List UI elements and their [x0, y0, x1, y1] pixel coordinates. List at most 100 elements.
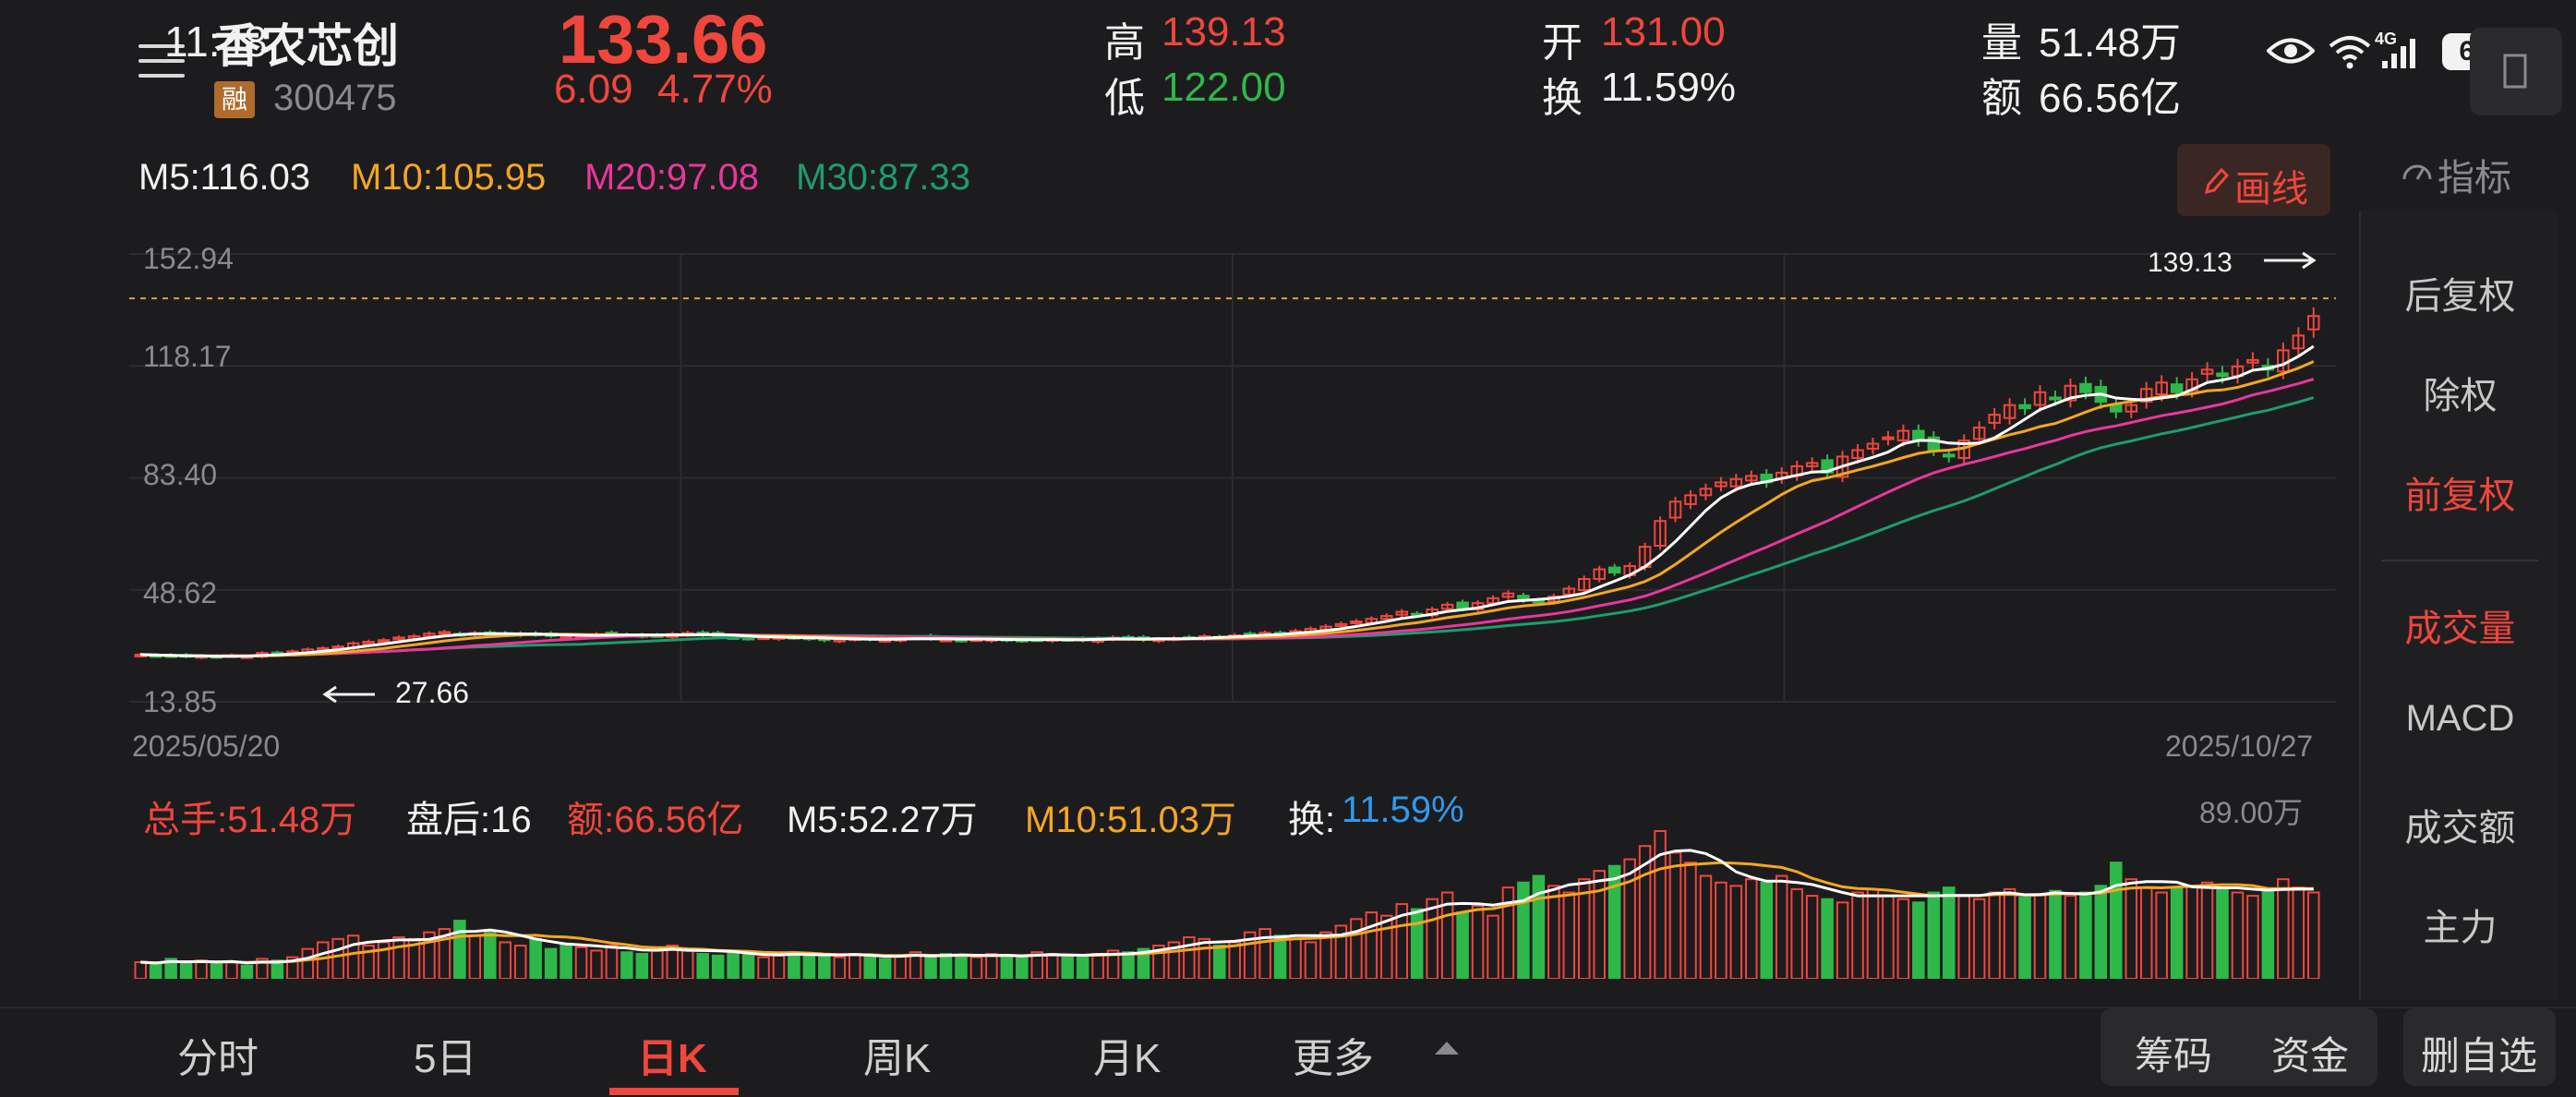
candle-up: [1487, 597, 1499, 605]
side-item-pre-adjust[interactable]: 前复权: [2404, 476, 2516, 516]
volume-bar-up: [1471, 904, 1485, 979]
volume-bar-up: [969, 956, 983, 979]
wifi-icon: [2329, 36, 2371, 69]
side-item-volume[interactable]: 成交量: [2404, 609, 2516, 649]
volume-bar-down: [2110, 862, 2123, 979]
volume-bar-down: [2079, 891, 2092, 979]
status-time: 11:48: [164, 18, 268, 66]
volume-bar-down: [1410, 908, 1424, 979]
volume-bar-down: [955, 954, 968, 979]
tab-5day[interactable]: 5日: [414, 1036, 477, 1081]
candle-up: [1745, 475, 1758, 482]
volume-bar-down: [878, 958, 892, 979]
volume-bar-up: [680, 949, 694, 979]
volume-bar-down: [1517, 881, 1530, 979]
volume-bar-down: [1273, 934, 1287, 979]
end-date: 2025/10/27: [2165, 729, 2314, 763]
kline-chart[interactable]: [129, 226, 2336, 729]
draw-line-button[interactable]: 画线: [2177, 144, 2330, 216]
volume-bar-down: [818, 954, 831, 979]
volume-bar-up: [2292, 886, 2305, 979]
candle-up: [2155, 381, 2168, 396]
funds-button[interactable]: 资金: [2271, 1034, 2350, 1078]
volume-bar-up: [1668, 851, 1682, 979]
candle-up: [2033, 391, 2047, 406]
volume-bar-up: [2033, 893, 2047, 979]
volume-bar-down: [924, 956, 937, 979]
volume-bar-up: [1684, 862, 1697, 979]
candle-down: [2110, 404, 2123, 413]
volume-bar-up: [1045, 953, 1059, 979]
candle-up: [1882, 436, 1895, 440]
volume-bar-up: [909, 951, 922, 979]
ma-line-m30: [140, 396, 2315, 657]
tab-monthly-k[interactable]: 月K: [1093, 1036, 1162, 1081]
volume-bar-up: [1715, 881, 1727, 979]
candle-up: [1896, 429, 1910, 441]
volume-bar-down: [1927, 891, 1941, 979]
y-tick-4: 48.62: [143, 576, 218, 609]
tab-daily-k[interactable]: 日K: [637, 1036, 707, 1081]
volume-bar-up: [1365, 911, 1378, 979]
volume-bar-up: [2139, 886, 2153, 979]
ma-line-m5: [140, 344, 2315, 658]
side-item-amount[interactable]: 成交额: [2404, 808, 2516, 849]
vol-total: 总手:51.48万: [143, 800, 357, 840]
volume-bar-down: [2049, 889, 2062, 979]
volume-bar-down: [1122, 951, 1135, 979]
caret-up-icon[interactable]: [1433, 1038, 1461, 1056]
eye-icon: [2267, 38, 2315, 64]
volume-bar-up: [2246, 895, 2259, 979]
price-change-pct: 4.77%: [657, 66, 773, 112]
volume-chart[interactable]: [129, 822, 2336, 979]
candle-up: [2292, 334, 2305, 350]
volume-bar-up: [1699, 874, 1713, 979]
indicator-label: 指标: [2438, 158, 2511, 199]
volume-bar-down: [1456, 911, 1469, 979]
volume-bar-up: [1501, 886, 1515, 979]
vol-amount: 额:66.56亿: [567, 800, 744, 840]
volume-bar-down: [727, 951, 740, 979]
candle-up: [392, 636, 405, 641]
turnover-label: 换: [1542, 76, 1583, 121]
candle-up: [1350, 621, 1363, 625]
volume-bar-up: [2231, 891, 2245, 979]
volume-bar-up: [1440, 891, 1454, 979]
vol-max-label: 89.00万: [2199, 796, 2304, 829]
volume-bar-up: [1198, 937, 1211, 979]
volume-bar-up: [590, 949, 603, 979]
volume-bar-down: [802, 953, 816, 979]
volume-bar-up: [651, 947, 664, 979]
volume-bar-up: [1304, 941, 1318, 979]
tab-intraday[interactable]: 分时: [177, 1036, 259, 1081]
open-value: 131.00: [1601, 9, 1726, 54]
chips-button[interactable]: 筹码: [2135, 1034, 2213, 1078]
candle-up: [1684, 494, 1697, 505]
tab-more[interactable]: 更多: [1293, 1036, 1374, 1081]
price-change: 6.09: [554, 66, 633, 112]
volume-bar-up: [1805, 895, 1819, 979]
volume-bar-up: [1334, 924, 1348, 979]
volume-value: 51.48万: [2039, 20, 2182, 66]
ma20-label: M20:97.08: [584, 157, 760, 198]
volume-bar-up: [1426, 898, 1438, 979]
tab-weekly-k[interactable]: 周K: [863, 1036, 932, 1081]
candle-up: [1395, 610, 1409, 616]
candle-down: [2018, 404, 2031, 410]
side-item-main-force[interactable]: 主力: [2423, 908, 2498, 948]
remove-watch-button[interactable]: 删自选: [2421, 1034, 2538, 1078]
side-item-ex-rights[interactable]: 除权: [2423, 376, 2498, 416]
volume-bar-up: [1775, 874, 1788, 979]
arrow-left-icon: [322, 685, 375, 704]
side-item-post-adjust[interactable]: 后复权: [2404, 276, 2516, 317]
fullscreen-button[interactable]: [2470, 28, 2562, 115]
volume-bar-down: [2018, 896, 2031, 979]
min-price-label: 27.66: [395, 676, 470, 709]
volume-bar-down: [741, 953, 755, 979]
side-item-macd[interactable]: MACD: [2405, 698, 2515, 739]
menu-icon[interactable]: [138, 44, 185, 85]
volume-bar-up: [1487, 914, 1499, 979]
pencil-icon: [2204, 167, 2230, 195]
volume-bar-down: [1943, 886, 1956, 979]
amount-label: 额: [1981, 76, 2022, 121]
